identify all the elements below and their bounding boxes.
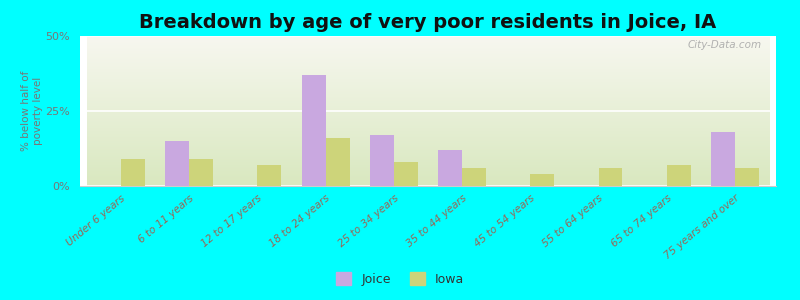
Bar bbox=[394, 162, 418, 186]
Bar bbox=[438, 150, 462, 186]
Bar bbox=[189, 159, 213, 186]
Bar bbox=[121, 159, 145, 186]
Title: Breakdown by age of very poor residents in Joice, IA: Breakdown by age of very poor residents … bbox=[139, 13, 717, 32]
Bar bbox=[598, 168, 622, 186]
Legend: Joice, Iowa: Joice, Iowa bbox=[331, 267, 469, 291]
Text: City-Data.com: City-Data.com bbox=[688, 40, 762, 50]
Bar bbox=[258, 165, 282, 186]
Bar bbox=[302, 75, 326, 186]
Bar bbox=[462, 168, 486, 186]
Bar bbox=[370, 135, 394, 186]
Bar bbox=[735, 168, 759, 186]
Y-axis label: % below half of
poverty level: % below half of poverty level bbox=[21, 71, 42, 151]
Bar bbox=[530, 174, 554, 186]
Bar bbox=[166, 141, 189, 186]
Bar bbox=[711, 132, 735, 186]
Bar bbox=[667, 165, 690, 186]
Bar bbox=[326, 138, 350, 186]
